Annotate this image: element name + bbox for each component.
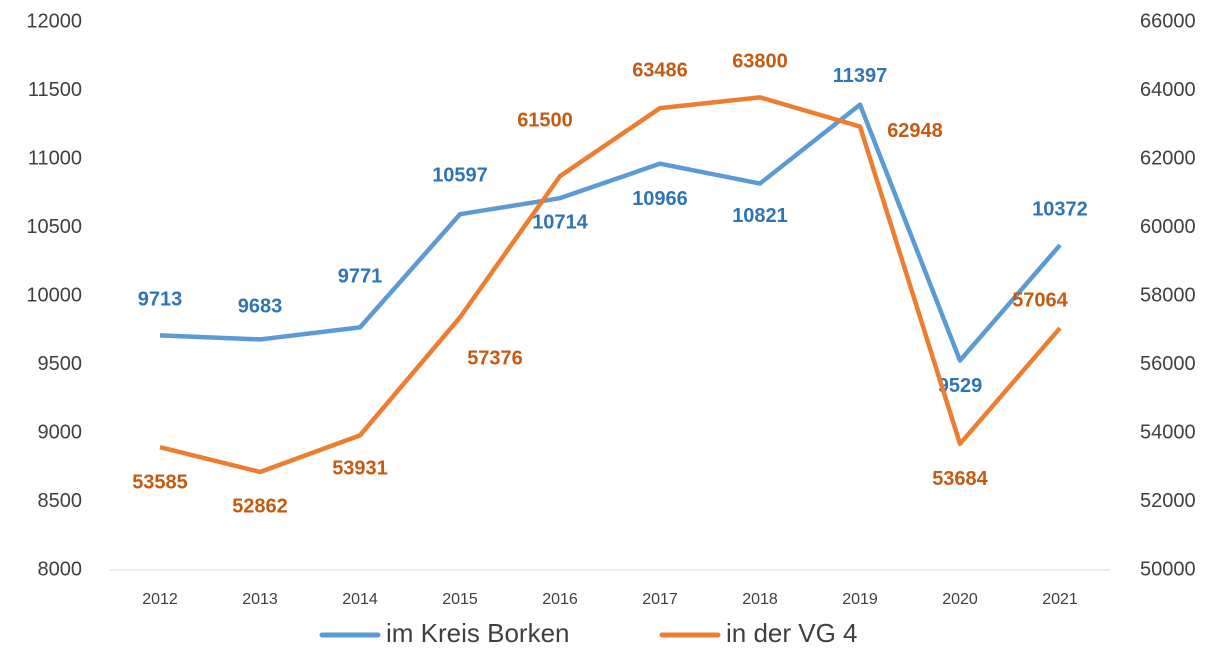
legend-label: in der VG 4 <box>726 618 858 648</box>
y-tick-label: 11000 <box>28 147 82 169</box>
x-tick-label: 2016 <box>542 591 578 608</box>
x-tick-label: 2018 <box>742 591 778 608</box>
data-label: 10372 <box>1032 198 1088 220</box>
data-label: 9771 <box>338 266 383 288</box>
y2-tick-label: 52000 <box>1140 490 1196 512</box>
data-label: 10714 <box>532 211 588 233</box>
data-label: 62948 <box>887 120 943 142</box>
data-label: 53684 <box>932 468 988 490</box>
x-tick-label: 2014 <box>342 591 378 608</box>
data-label: 63800 <box>732 51 788 73</box>
y2-tick-label: 62000 <box>1140 147 1196 169</box>
y-tick-label: 12000 <box>26 10 82 32</box>
x-tick-label: 2012 <box>142 591 178 608</box>
y2-tick-label: 60000 <box>1140 216 1196 238</box>
data-label: 57064 <box>1012 289 1068 311</box>
data-label: 52862 <box>232 495 288 517</box>
y2-tick-label: 56000 <box>1140 353 1196 375</box>
y2-tick-label: 54000 <box>1140 421 1196 443</box>
y2-tick-label: 64000 <box>1140 79 1196 101</box>
x-tick-label: 2017 <box>642 591 678 608</box>
data-label: 53931 <box>332 458 388 480</box>
data-label: 10821 <box>732 205 788 227</box>
y-tick-label: 8500 <box>38 490 83 512</box>
data-label: 10597 <box>432 164 488 186</box>
legend-label: im Kreis Borken <box>386 618 570 648</box>
y2-tick-label: 50000 <box>1140 558 1196 580</box>
series-line <box>159 102 1062 363</box>
y-tick-label: 10500 <box>26 216 82 238</box>
y2-tick-label: 66000 <box>1140 10 1196 32</box>
y2-tick-label: 58000 <box>1140 284 1196 306</box>
data-label: 61500 <box>517 109 573 131</box>
data-label: 63486 <box>632 59 688 81</box>
y-tick-label: 10000 <box>26 284 82 306</box>
series-line <box>159 95 1062 475</box>
data-label: 9683 <box>238 296 283 318</box>
x-tick-label: 2013 <box>242 591 278 608</box>
x-tick-label: 2015 <box>442 591 478 608</box>
x-tick-label: 2019 <box>842 591 878 608</box>
data-label: 10966 <box>632 188 688 210</box>
y-tick-label: 9500 <box>38 353 83 375</box>
y-tick-label: 8000 <box>38 558 83 580</box>
y-tick-label: 11500 <box>28 79 82 101</box>
data-label: 53585 <box>132 471 188 493</box>
data-label: 57376 <box>467 348 523 370</box>
y-tick-label: 9000 <box>38 421 83 443</box>
data-label: 9529 <box>938 375 983 397</box>
x-tick-label: 2020 <box>942 591 978 608</box>
data-label: 9713 <box>138 289 183 311</box>
x-tick-label: 2021 <box>1042 591 1078 608</box>
data-label: 11397 <box>833 65 888 87</box>
